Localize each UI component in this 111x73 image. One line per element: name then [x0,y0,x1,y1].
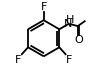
Text: N: N [64,19,73,29]
Text: F: F [15,55,21,65]
Text: H: H [66,15,75,25]
Text: O: O [74,35,83,45]
Text: F: F [66,55,72,65]
Text: F: F [41,2,47,12]
